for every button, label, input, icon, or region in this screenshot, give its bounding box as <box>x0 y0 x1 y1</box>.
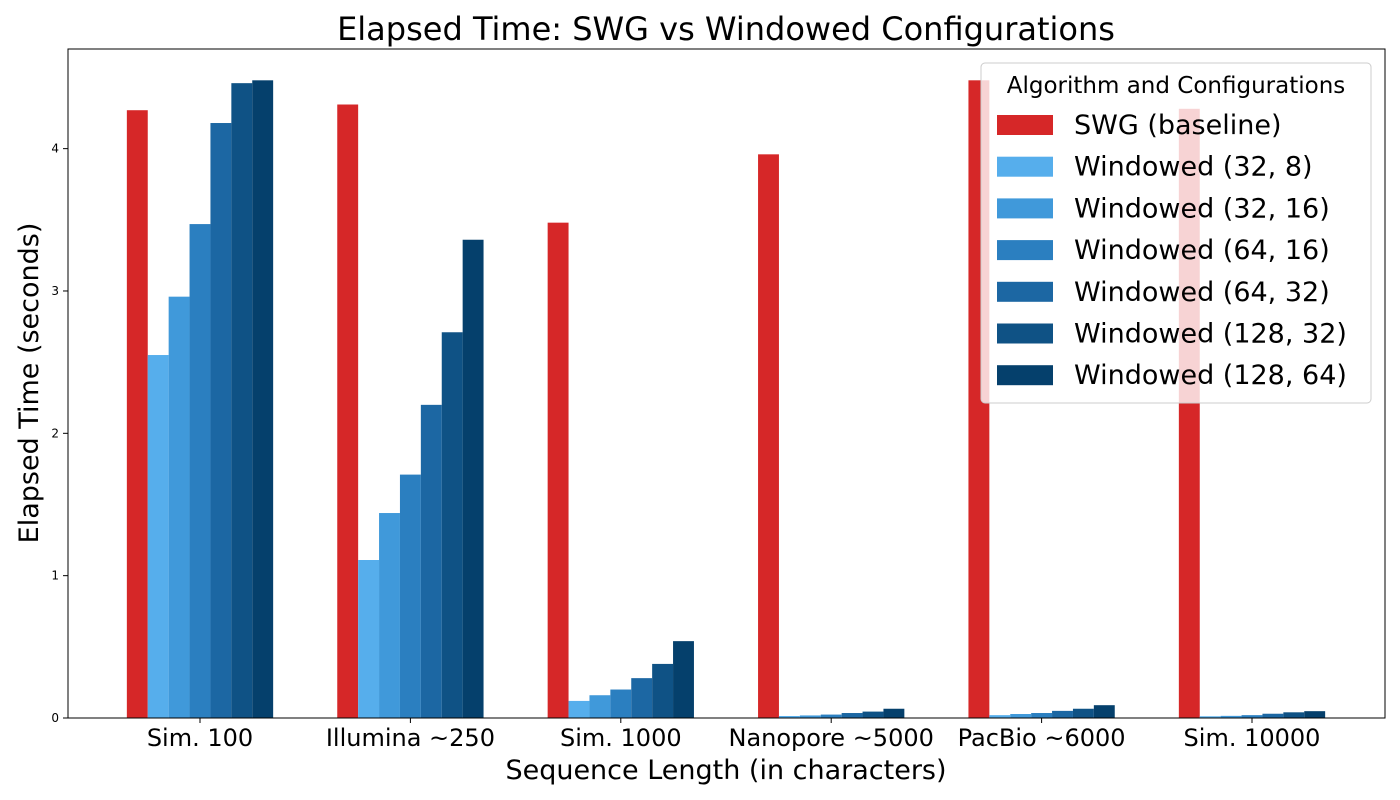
y-tick-label: 0 <box>51 711 59 725</box>
legend-swatch <box>997 240 1053 261</box>
bar <box>462 239 484 719</box>
y-tick-label: 2 <box>51 426 59 440</box>
bar <box>1241 715 1263 718</box>
legend-swatch <box>997 156 1053 177</box>
bar <box>862 711 884 718</box>
bar <box>652 663 674 718</box>
chart-title: Elapsed Time: SWG vs Windowed Configurat… <box>337 10 1115 48</box>
bar <box>989 715 1011 718</box>
legend-swatch <box>997 323 1053 344</box>
bar <box>589 695 611 718</box>
x-axis-ticks: Sim. 100 Illumina ~250 Sim. 1000 Nanopore ~… <box>147 718 1321 752</box>
bar <box>1093 705 1115 718</box>
bar <box>1072 708 1094 718</box>
bar <box>420 404 442 718</box>
legend-title: Algorithm and Configurations <box>1007 73 1346 99</box>
bar <box>820 714 842 718</box>
y-axis-label: Elapsed Time (seconds) <box>14 223 45 544</box>
bar <box>610 689 632 718</box>
bar <box>1052 710 1073 718</box>
bar <box>778 716 800 718</box>
bar <box>1031 713 1053 718</box>
bar <box>1199 716 1221 718</box>
legend-items: SWG (baseline) Windowed (32, 8) Windowed (… <box>997 110 1347 391</box>
x-tick-label: Illumina ~250 <box>326 724 495 752</box>
bar <box>883 708 905 718</box>
legend-swatch <box>997 281 1053 302</box>
y-tick-label: 3 <box>51 284 59 298</box>
x-tick-label: Sim. 100 <box>147 724 253 752</box>
bar <box>231 83 253 718</box>
y-tick-label: 1 <box>51 569 59 583</box>
bar <box>399 474 421 718</box>
bar <box>210 123 232 718</box>
plot-frame <box>67 48 1386 719</box>
bars-layer <box>126 80 1326 719</box>
bar <box>168 296 190 718</box>
legend-swatch <box>997 365 1053 386</box>
legend-label: Windowed (64, 16) <box>1074 235 1330 266</box>
legend-label: Windowed (128, 32) <box>1074 319 1347 350</box>
bar <box>568 700 590 718</box>
bar <box>1304 711 1326 718</box>
x-tick-label: Nanopore ~5000 <box>728 724 933 752</box>
legend-swatch <box>997 198 1053 219</box>
x-tick-label: Sim. 1000 <box>560 724 682 752</box>
legend-swatch <box>997 115 1053 135</box>
bar <box>1283 712 1305 718</box>
bar <box>252 80 274 718</box>
bar <box>379 513 400 718</box>
bar <box>126 110 148 718</box>
legend-box <box>980 62 1372 404</box>
legend-label: Windowed (32, 16) <box>1074 193 1330 224</box>
legend-label: Windowed (32, 8) <box>1074 152 1313 183</box>
bar <box>147 355 169 718</box>
legend-label: Windowed (64, 32) <box>1074 277 1330 308</box>
bar <box>841 713 863 718</box>
bar <box>1262 713 1284 718</box>
bar <box>631 678 653 718</box>
x-axis-label: Sequence Length (in characters) <box>505 755 946 786</box>
y-axis-ticks: 0 1 2 3 4 <box>51 142 68 725</box>
legend-label: Windowed (128, 64) <box>1074 360 1347 391</box>
bar <box>547 222 569 718</box>
legend-label: SWG (baseline) <box>1074 110 1282 141</box>
bar <box>1010 714 1032 718</box>
bar <box>758 154 779 718</box>
y-tick-label: 4 <box>51 142 59 156</box>
bar <box>1220 715 1242 718</box>
x-tick-label: PacBio ~6000 <box>958 724 1126 752</box>
bar <box>189 224 211 718</box>
bar <box>358 560 380 718</box>
bar <box>673 641 694 718</box>
x-tick-label: Sim. 10000 <box>1184 724 1321 752</box>
bar <box>337 104 359 718</box>
bar <box>441 332 463 718</box>
bar <box>799 715 821 718</box>
legend: Algorithm and Configurations SWG (baseli… <box>980 62 1372 404</box>
